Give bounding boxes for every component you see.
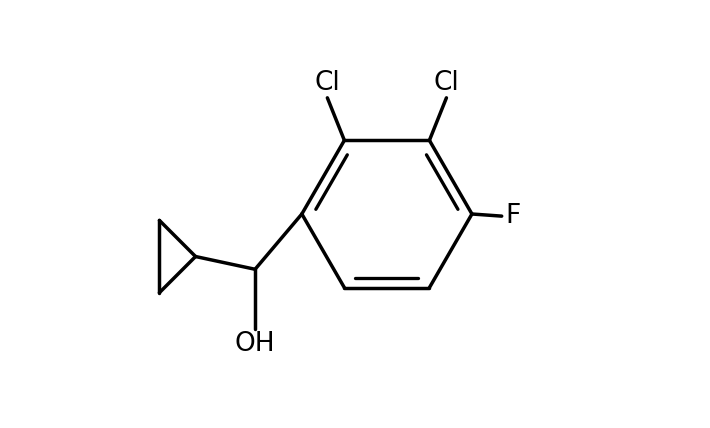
Text: Cl: Cl bbox=[434, 70, 459, 96]
Text: Cl: Cl bbox=[315, 70, 340, 96]
Text: F: F bbox=[505, 203, 520, 229]
Text: OH: OH bbox=[235, 331, 275, 357]
